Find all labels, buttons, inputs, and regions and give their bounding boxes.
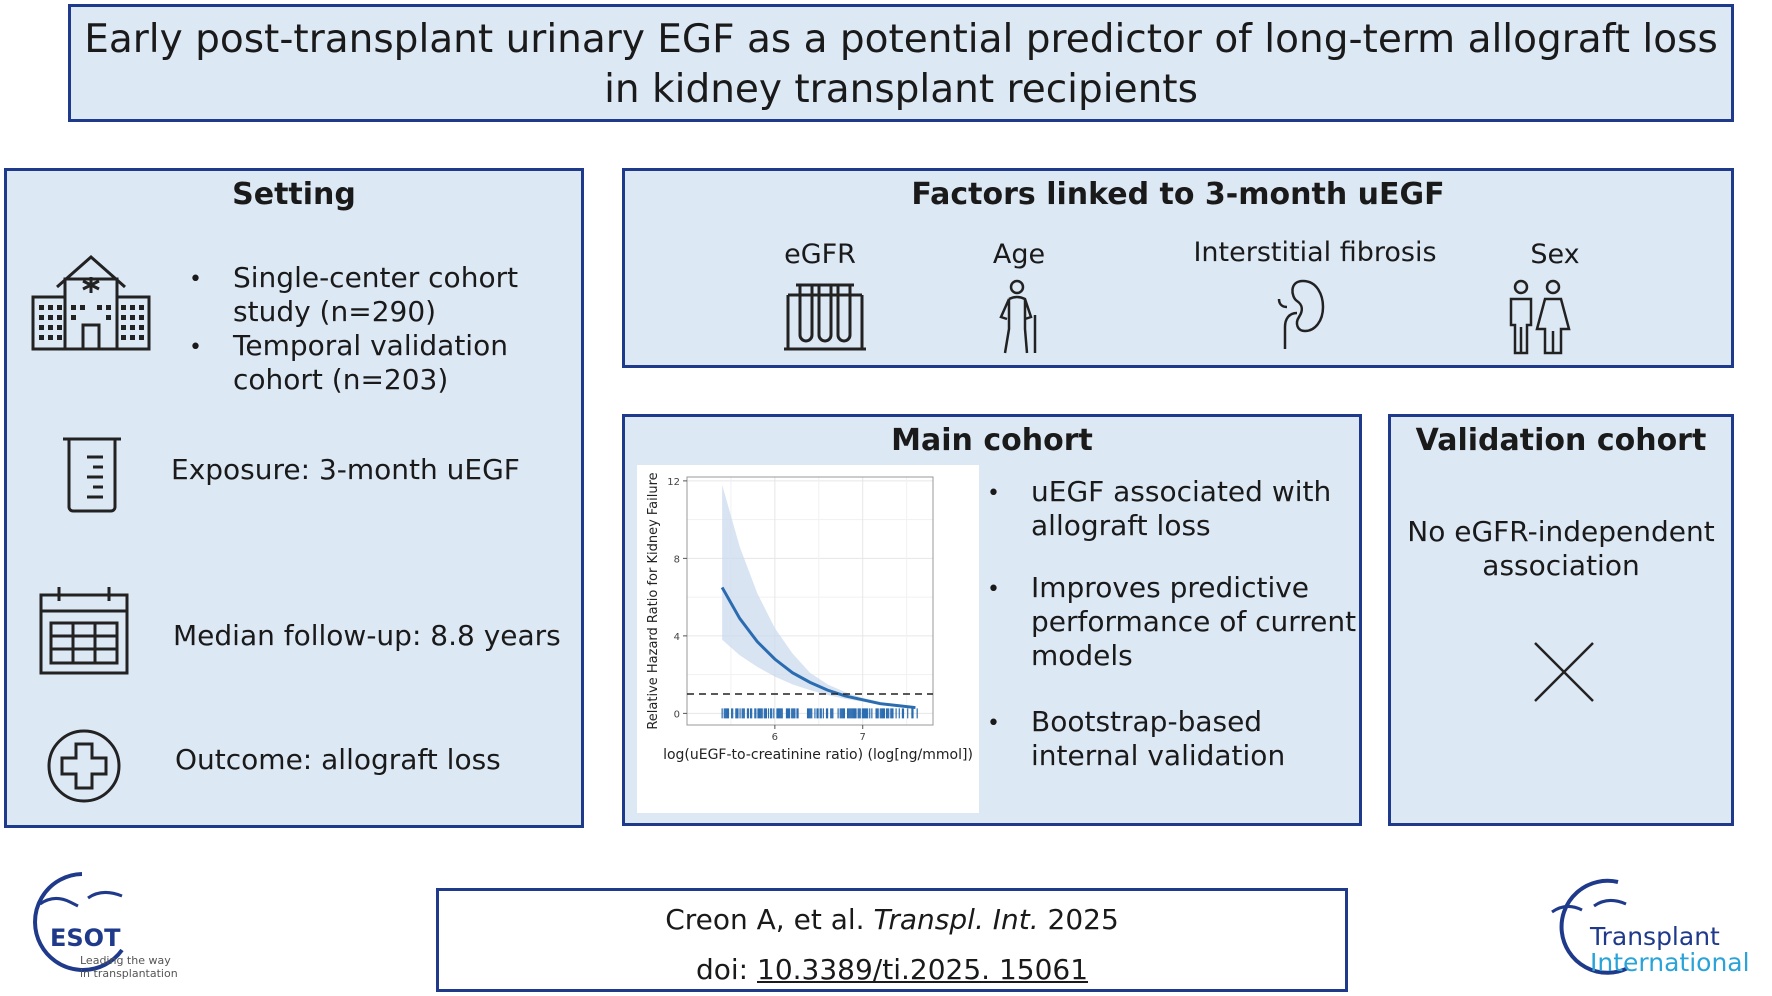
male-female-icon <box>1505 279 1571 355</box>
y-tick-label: 8 <box>674 554 680 565</box>
main-bullet-2-line-1: Improves predictive <box>1031 571 1310 604</box>
chart-y-label: Relative Hazard Ratio for Kidney Failure <box>646 472 661 729</box>
x-tick-label: 7 <box>860 732 866 743</box>
esot-logo: ESOT Leading the way in transplantation <box>22 866 192 990</box>
bullet-dot: • <box>189 267 202 292</box>
factors-panel: Factors linked to 3-month uEGF eGFR Age … <box>622 168 1734 368</box>
doi-line: doi: 10.3389/ti.2025. 15061 <box>439 953 1345 987</box>
hazard-chart-svg: 0 4 8 12 6 7 Relative Hazard Ratio for Kidne… <box>646 472 973 763</box>
exposure-text: Exposure: 3-month uEGF <box>171 453 520 486</box>
kidney-icon <box>1275 277 1327 351</box>
main-bullet-2-line-3: models <box>1031 639 1133 672</box>
esot-tagline-2: in transplantation <box>80 967 178 980</box>
citation-line: Creon A, et al. Transpl. Int. 2025 <box>439 903 1345 937</box>
validation-cohort-panel: Validation cohort No eGFR-independent as… <box>1388 414 1734 826</box>
validation-text: No eGFR-independent association <box>1391 515 1731 583</box>
setting-heading: Setting <box>232 177 356 212</box>
confidence-band <box>722 484 916 709</box>
validation-text-line-1: No eGFR-independent <box>1407 515 1715 548</box>
chart-x-label: log(uEGF-to-creatinine ratio) (log[ng/mm… <box>663 747 973 763</box>
title-line-2: in kidney transplant recipients <box>604 67 1198 112</box>
main-bullet-1-line-1: uEGF associated with <box>1031 475 1332 508</box>
title-box: Early post-transplant urinary EGF as a p… <box>68 4 1734 122</box>
setting-bullet-2: Temporal validation cohort (n=203) <box>233 329 508 397</box>
factor-label-fibrosis: Interstitial fibrosis <box>1193 237 1437 268</box>
bullet-dot: • <box>987 711 1000 736</box>
citation-authors: Creon A, et al. <box>665 903 865 936</box>
citation-year: 2025 <box>1047 903 1119 936</box>
bullet-dot: • <box>987 577 1000 602</box>
citation-journal: Transpl. Int. <box>873 903 1039 936</box>
factor-label-egfr: eGFR <box>784 239 856 270</box>
cross-mark-icon <box>1533 641 1595 703</box>
esot-logo-mark <box>33 872 124 972</box>
chart-frame <box>686 476 934 726</box>
main-bullet-3-line-1: Bootstrap-based <box>1031 705 1263 738</box>
doi-label: doi: <box>695 953 749 986</box>
esot-name: ESOT <box>50 924 121 952</box>
transplant-international-logo: Transplant International <box>1538 872 1768 992</box>
ti-line-2: International <box>1590 948 1750 977</box>
validation-text-line-2: association <box>1482 549 1640 582</box>
medical-cross-icon <box>45 727 123 805</box>
outcome-text: Outcome: allograft loss <box>175 743 501 776</box>
esot-tagline-1: Leading the way <box>80 954 171 967</box>
ti-line-1: Transplant <box>1590 922 1720 951</box>
y-tick-label: 0 <box>674 709 680 720</box>
hazard-ratio-line <box>720 586 916 710</box>
main-bullet-1-line-2: allograft loss <box>1031 509 1211 542</box>
factors-heading: Factors linked to 3-month uEGF <box>911 177 1445 212</box>
main-bullet-2: Improves predictive performance of curre… <box>1031 571 1356 673</box>
y-tick-label: 12 <box>667 477 680 488</box>
bullet-dot: • <box>987 481 1000 506</box>
followup-text: Median follow-up: 8.8 years <box>173 619 561 652</box>
setting-bullet-1-line-1: Single-center cohort <box>233 261 519 294</box>
setting-bullet-2-line-1: Temporal validation <box>233 329 508 362</box>
esot-tagline: Leading the way in transplantation <box>80 954 178 980</box>
y-tick-label: 4 <box>674 632 680 643</box>
ti-logo-mark <box>1551 878 1629 975</box>
main-cohort-panel: Main cohort 0 4 8 12 6 7 Relative Hazard Rat… <box>622 414 1362 826</box>
rug-marks <box>721 708 918 719</box>
main-bullet-3: Bootstrap-based internal validation <box>1031 705 1285 773</box>
test-tubes-icon <box>782 281 868 353</box>
doi-link[interactable]: 10.3389/ti.2025. 15061 <box>757 953 1089 986</box>
title-line-1: Early post-transplant urinary EGF as a p… <box>84 17 1718 62</box>
x-tick-label: 6 <box>772 732 778 743</box>
bullet-dot: • <box>189 335 202 360</box>
hospital-icon <box>29 251 153 351</box>
factor-label-age: Age <box>992 239 1046 270</box>
calendar-icon <box>37 585 131 677</box>
setting-bullet-1-line-2: study (n=290) <box>233 295 437 328</box>
elderly-person-icon <box>991 279 1047 355</box>
main-bullet-3-line-2: internal validation <box>1031 739 1286 772</box>
setting-bullet-2-line-2: cohort (n=203) <box>233 363 449 396</box>
citation-box: Creon A, et al. Transpl. Int. 2025 doi: … <box>436 888 1348 992</box>
setting-bullet-1: Single-center cohort study (n=290) <box>233 261 518 329</box>
validation-heading: Validation cohort <box>1415 423 1707 458</box>
main-heading: Main cohort <box>891 423 1093 458</box>
main-bullet-1: uEGF associated with allograft loss <box>1031 475 1331 543</box>
setting-panel: Setting • Single-center coh <box>4 168 584 828</box>
hazard-chart: 0 4 8 12 6 7 Relative Hazard Ratio for Kidne… <box>637 465 979 813</box>
main-bullet-2-line-2: performance of current <box>1031 605 1357 638</box>
factor-label-sex: Sex <box>1530 239 1580 270</box>
beaker-icon <box>59 435 125 515</box>
